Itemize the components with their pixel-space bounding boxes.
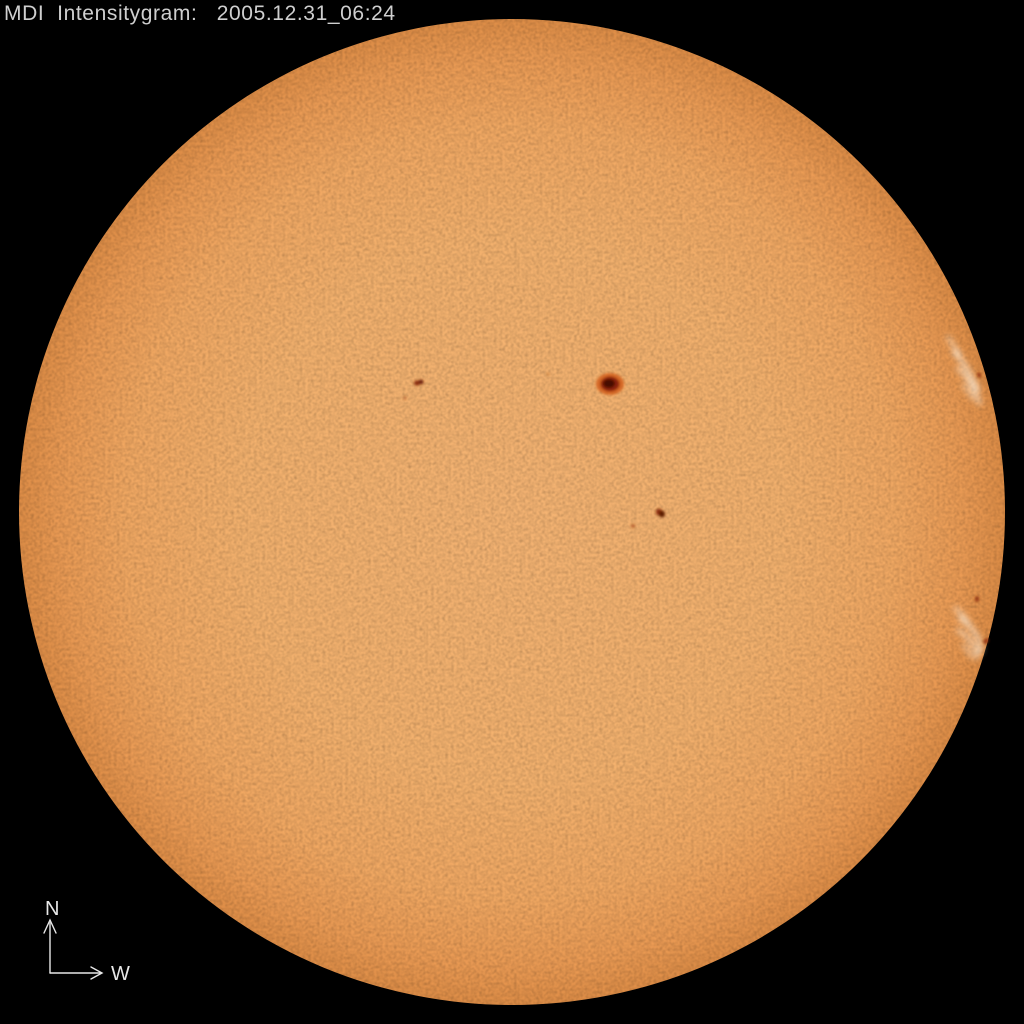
svg-text:N: N [45, 898, 59, 920]
svg-text:W: W [111, 963, 130, 985]
